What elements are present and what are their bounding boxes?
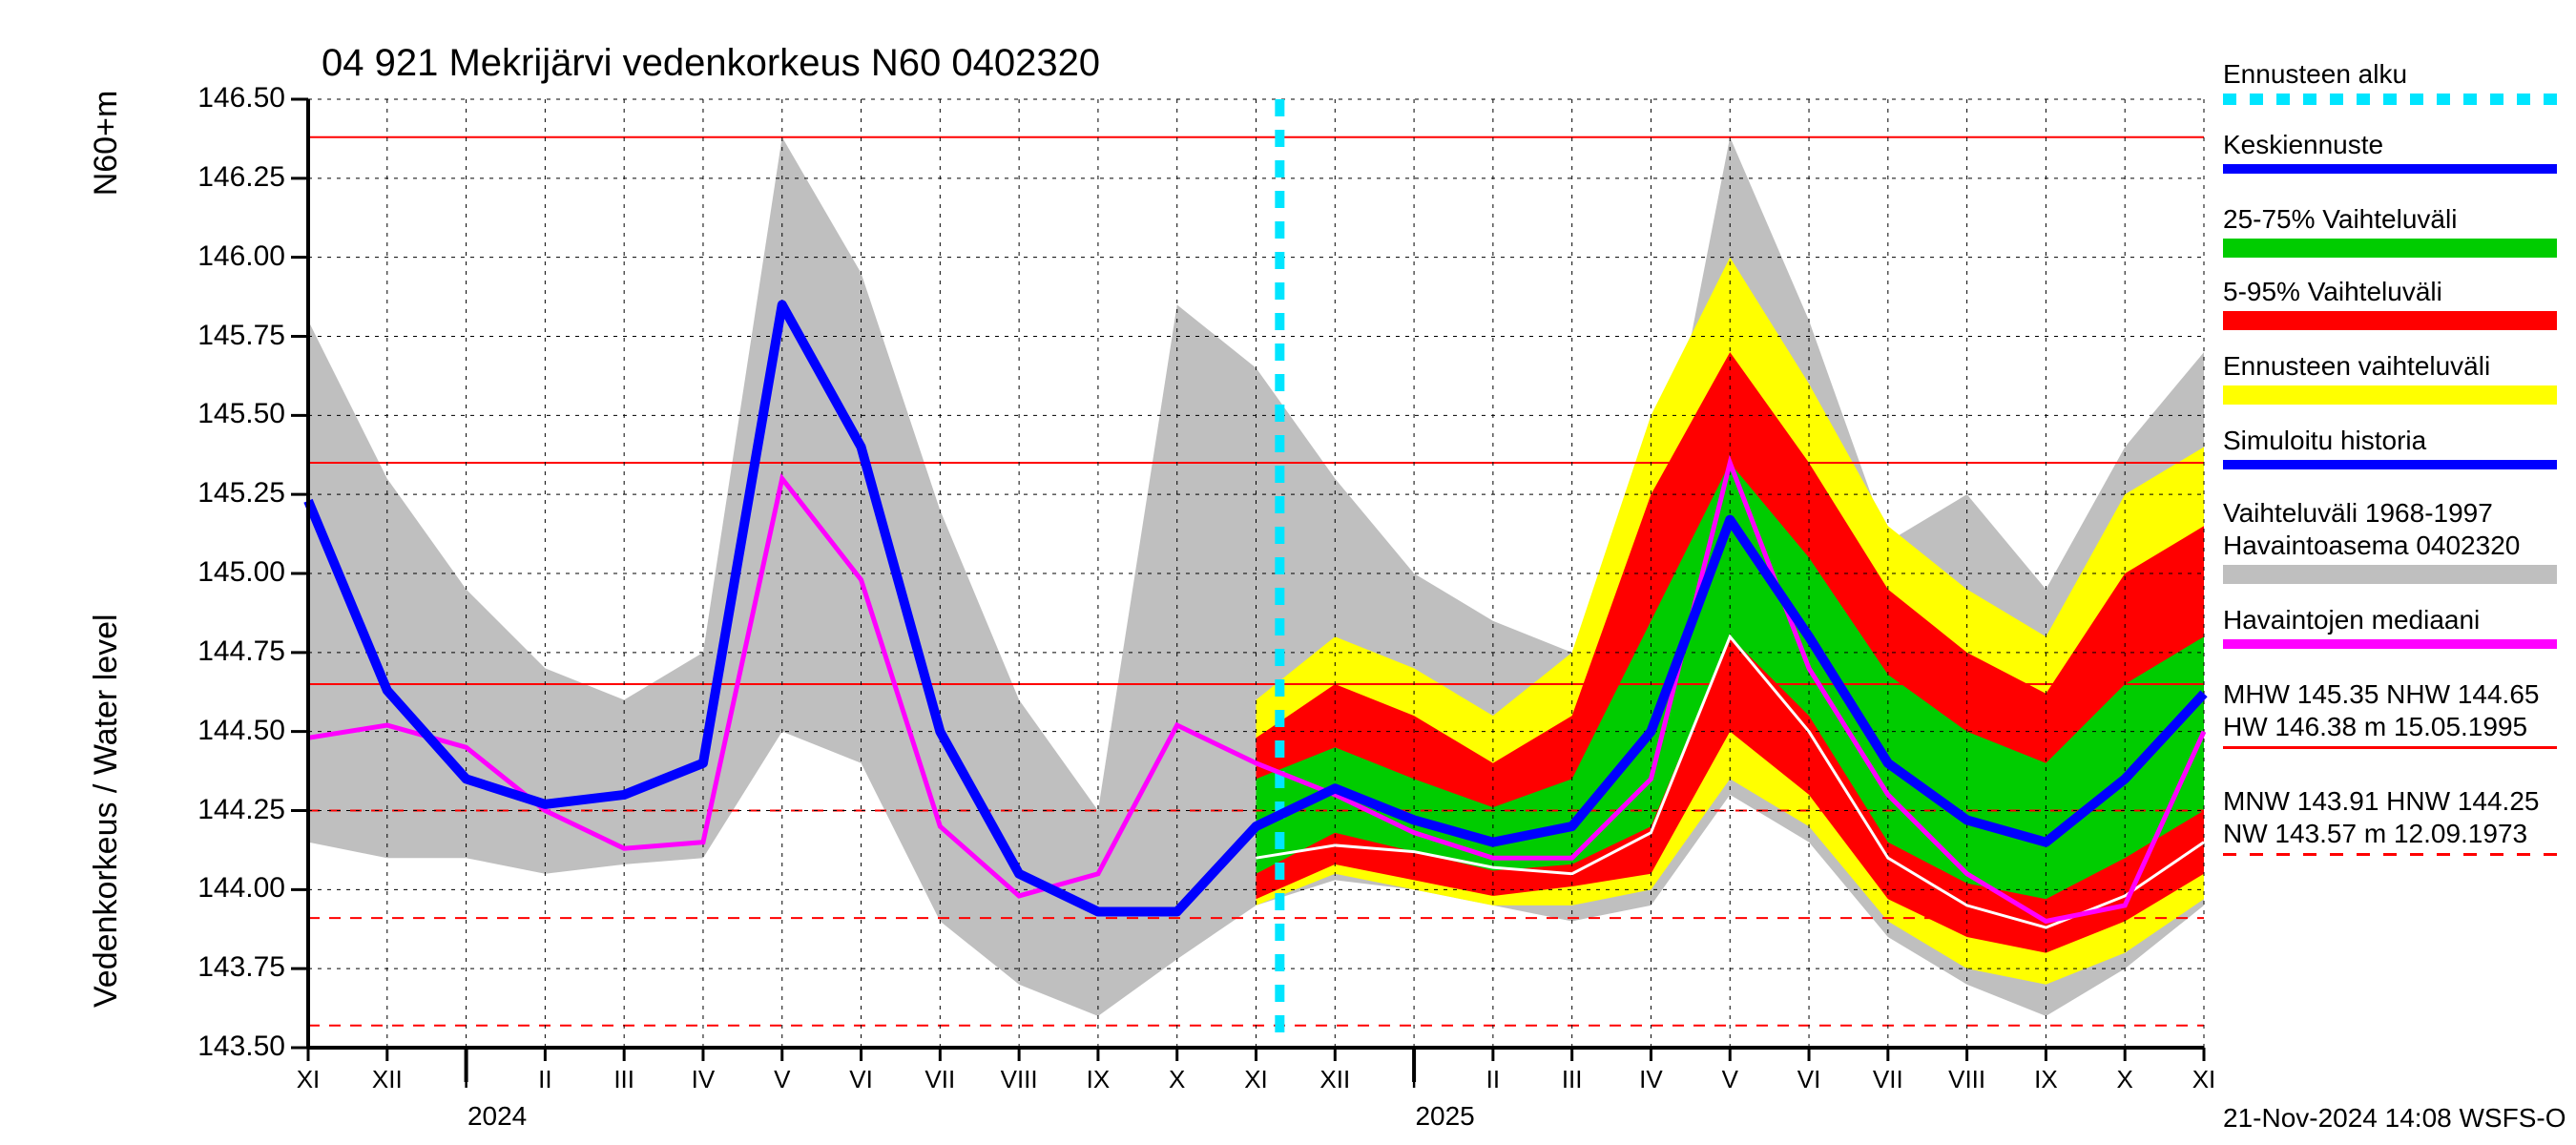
legend-label: HW 146.38 m 15.05.1995 xyxy=(2223,712,2557,742)
x-tick-label: IX xyxy=(1075,1065,1121,1094)
legend-entry: Vaihteluväli 1968-1997 xyxy=(2223,498,2493,529)
hydrograph-chart: 04 921 Mekrijärvi vedenkorkeus N60 04023… xyxy=(0,0,2576,1145)
y-tick-label: 144.00 xyxy=(197,872,285,905)
x-tick-label: VII xyxy=(1865,1065,1911,1094)
x-tick-label: XII xyxy=(1312,1065,1358,1094)
legend-swatch xyxy=(2223,460,2557,469)
legend-label: 25-75% Vaihteluväli xyxy=(2223,204,2557,235)
y-tick-label: 145.50 xyxy=(197,398,285,430)
legend-swatch xyxy=(2223,853,2557,856)
x-tick-label: XI xyxy=(285,1065,331,1094)
x-tick-label: XI xyxy=(1234,1065,1279,1094)
chart-title: 04 921 Mekrijärvi vedenkorkeus N60 04023… xyxy=(322,42,1100,85)
legend-swatch xyxy=(2223,239,2557,258)
x-year-label: 2025 xyxy=(1415,1101,1474,1132)
legend-entry: Havaintojen mediaani xyxy=(2223,605,2557,649)
legend-entry: MNW 143.91 HNW 144.25 xyxy=(2223,786,2539,817)
legend-swatch xyxy=(2223,94,2557,105)
y-axis-label-main: Vedenkorkeus / Water level xyxy=(88,282,125,1008)
legend-label: Simuloitu historia xyxy=(2223,426,2557,456)
x-tick-label: V xyxy=(759,1065,805,1094)
legend-entry: HW 146.38 m 15.05.1995 xyxy=(2223,712,2557,749)
legend-swatch xyxy=(2223,746,2557,749)
legend-entry: NW 143.57 m 12.09.1973 xyxy=(2223,819,2557,856)
legend-entry: 5-95% Vaihteluväli xyxy=(2223,277,2557,330)
x-tick-label: VII xyxy=(917,1065,963,1094)
x-year-label: 2024 xyxy=(467,1101,527,1132)
legend-label: Vaihteluväli 1968-1997 xyxy=(2223,498,2493,529)
x-tick-label: II xyxy=(522,1065,568,1094)
y-tick-label: 144.50 xyxy=(197,715,285,747)
legend-entry: MHW 145.35 NHW 144.65 xyxy=(2223,679,2539,710)
x-tick-label: VIII xyxy=(1944,1065,1990,1094)
legend-label: Havaintoasema 0402320 xyxy=(2223,531,2557,561)
x-tick-label: XI xyxy=(2181,1065,2227,1094)
x-tick-label: IX xyxy=(2023,1065,2068,1094)
legend-label: MHW 145.35 NHW 144.65 xyxy=(2223,679,2539,710)
y-tick-label: 146.25 xyxy=(197,161,285,194)
legend-label: Ennusteen vaihteluväli xyxy=(2223,351,2557,382)
x-tick-label: V xyxy=(1707,1065,1753,1094)
legend-label: 5-95% Vaihteluväli xyxy=(2223,277,2557,307)
y-tick-label: 146.50 xyxy=(197,82,285,114)
x-tick-label: IV xyxy=(1628,1065,1673,1094)
y-tick-label: 144.25 xyxy=(197,794,285,826)
y-tick-label: 144.75 xyxy=(197,635,285,668)
legend-label: MNW 143.91 HNW 144.25 xyxy=(2223,786,2539,817)
legend-label: Keskiennuste xyxy=(2223,130,2557,160)
x-tick-label: VI xyxy=(839,1065,884,1094)
x-tick-label: X xyxy=(1154,1065,1200,1094)
y-tick-label: 146.00 xyxy=(197,240,285,273)
legend-label: NW 143.57 m 12.09.1973 xyxy=(2223,819,2557,849)
y-tick-label: 143.75 xyxy=(197,951,285,984)
legend-entry: Keskiennuste xyxy=(2223,130,2557,174)
legend-label: Havaintojen mediaani xyxy=(2223,605,2557,635)
y-tick-label: 145.25 xyxy=(197,477,285,510)
legend-entry: Simuloitu historia xyxy=(2223,426,2557,469)
legend-entry: Havaintoasema 0402320 xyxy=(2223,531,2557,584)
y-axis-label-units: N60+m xyxy=(88,48,125,239)
y-tick-label: 143.50 xyxy=(197,1030,285,1063)
chart-footer: 21-Nov-2024 14:08 WSFS-O xyxy=(2223,1103,2566,1134)
y-tick-label: 145.75 xyxy=(197,320,285,352)
x-tick-label: I xyxy=(1391,1065,1437,1094)
x-tick-label: I xyxy=(444,1065,489,1094)
x-tick-label: III xyxy=(1549,1065,1595,1094)
legend-swatch xyxy=(2223,311,2557,330)
legend-entry: 25-75% Vaihteluväli xyxy=(2223,204,2557,258)
legend-swatch xyxy=(2223,565,2557,584)
legend-swatch xyxy=(2223,164,2557,174)
legend-swatch xyxy=(2223,639,2557,649)
x-tick-label: VI xyxy=(1786,1065,1832,1094)
legend-swatch xyxy=(2223,385,2557,405)
y-tick-label: 145.00 xyxy=(197,556,285,589)
legend-label: Ennusteen alku xyxy=(2223,59,2557,90)
x-tick-label: III xyxy=(601,1065,647,1094)
x-tick-label: II xyxy=(1470,1065,1516,1094)
chart-svg xyxy=(0,0,2576,1145)
x-tick-label: VIII xyxy=(996,1065,1042,1094)
legend-entry: Ennusteen vaihteluväli xyxy=(2223,351,2557,405)
x-tick-label: XII xyxy=(364,1065,410,1094)
x-tick-label: X xyxy=(2102,1065,2148,1094)
x-tick-label: IV xyxy=(680,1065,726,1094)
legend-entry: Ennusteen alku xyxy=(2223,59,2557,105)
